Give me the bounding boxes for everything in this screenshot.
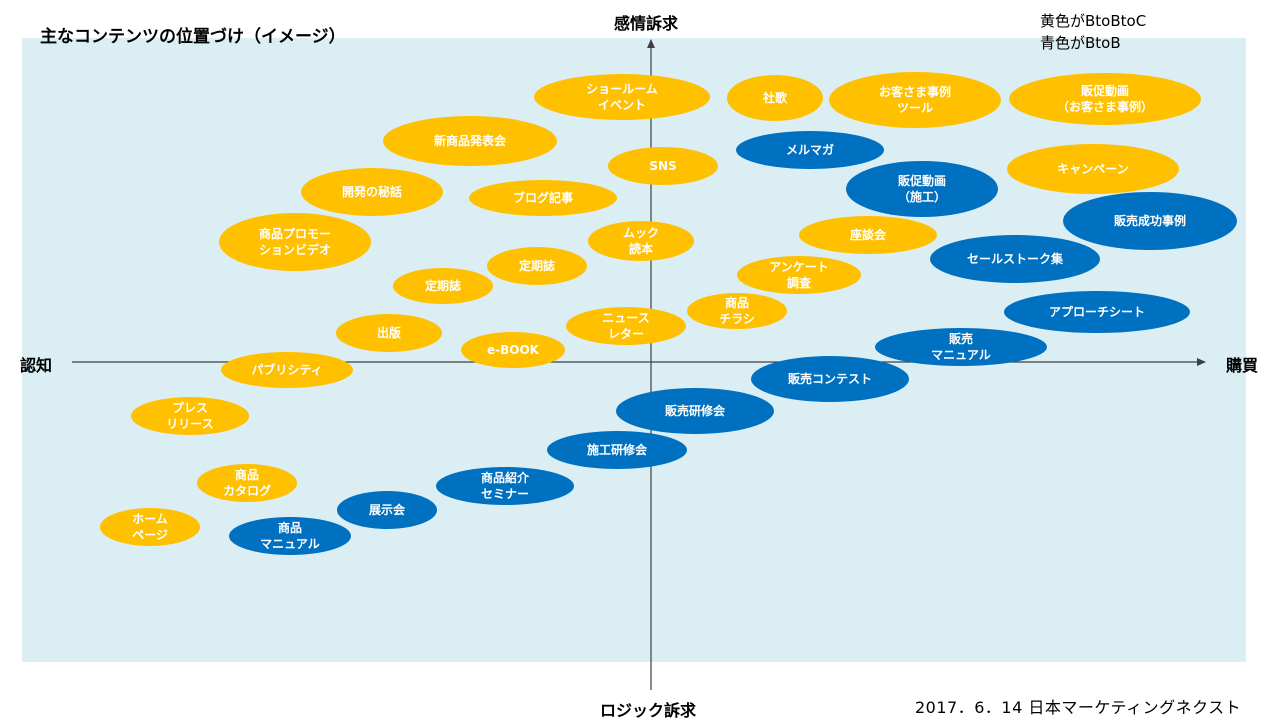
footer-credit: 2017．6．14 日本マーケティングネクスト: [915, 698, 1242, 717]
content-bubble-b24: e-BOOK: [461, 332, 565, 368]
content-bubble-b03: お客さま事例 ツール: [829, 72, 1001, 128]
content-bubble-b13: 商品プロモー ションビデオ: [219, 213, 371, 271]
axis-label-right: 購買: [1226, 356, 1259, 375]
content-bubble-b29: 販売研修会: [616, 388, 774, 434]
legend: 黄色がBtoBtoC 青色がBtoB: [1040, 10, 1146, 54]
content-bubble-b15: 座談会: [799, 216, 937, 254]
content-bubble-b05: 新商品発表会: [383, 116, 557, 166]
axis-label-top: 感情訴求: [614, 14, 679, 33]
axis-label-left: 認知: [20, 356, 53, 375]
content-bubble-b17: 定期誌: [487, 247, 587, 285]
content-bubble-b21: アプローチシート: [1004, 291, 1190, 333]
content-bubble-b27: 販売コンテスト: [751, 356, 909, 402]
content-bubble-b11: 販促動画 （施工）: [846, 161, 998, 217]
content-bubble-b09: 開発の秘話: [301, 168, 443, 216]
content-bubble-b02: 社歌: [727, 75, 823, 121]
axis-label-bottom: ロジック訴求: [600, 701, 697, 720]
content-bubble-b20: 商品 チラシ: [687, 293, 787, 329]
content-bubble-b08: キャンペーン: [1007, 144, 1179, 194]
content-bubble-b33: 展示会: [337, 491, 437, 529]
legend-yellow: 黄色がBtoBtoC: [1040, 12, 1147, 30]
content-bubble-b25: 販売 マニュアル: [875, 328, 1047, 366]
content-bubble-b01: ショールーム イベント: [534, 74, 710, 120]
page-title: 主なコンテンツの位置づけ（イメージ）: [40, 27, 346, 47]
content-bubble-b32: 商品紹介 セミナー: [436, 467, 574, 505]
content-bubble-b12: 販売成功事例: [1063, 192, 1237, 250]
content-bubble-b19: アンケート 調査: [737, 256, 861, 294]
content-bubble-b22: 出版: [336, 314, 442, 352]
content-bubble-b06: SNS: [608, 147, 718, 185]
content-bubble-b35: 商品 マニュアル: [229, 517, 351, 555]
content-bubble-b30: 施工研修会: [547, 431, 687, 469]
content-bubble-b31: 商品 カタログ: [197, 464, 297, 502]
content-bubble-b23: ニュース レター: [566, 307, 686, 345]
content-bubble-b18: 定期誌: [393, 268, 493, 304]
content-bubble-b28: プレス リリース: [131, 397, 249, 435]
content-bubble-b34: ホーム ページ: [100, 508, 200, 546]
content-bubble-b10: ブログ記事: [469, 180, 617, 216]
content-bubble-b16: セールストーク集: [930, 235, 1100, 283]
content-bubble-b26: パブリシティ: [221, 352, 353, 388]
content-bubble-b14: ムック 読本: [588, 221, 694, 261]
legend-blue: 青色がBtoB: [1040, 34, 1121, 52]
content-bubble-b07: メルマガ: [736, 131, 884, 169]
content-bubble-b04: 販促動画 （お客さま事例）: [1009, 73, 1201, 125]
